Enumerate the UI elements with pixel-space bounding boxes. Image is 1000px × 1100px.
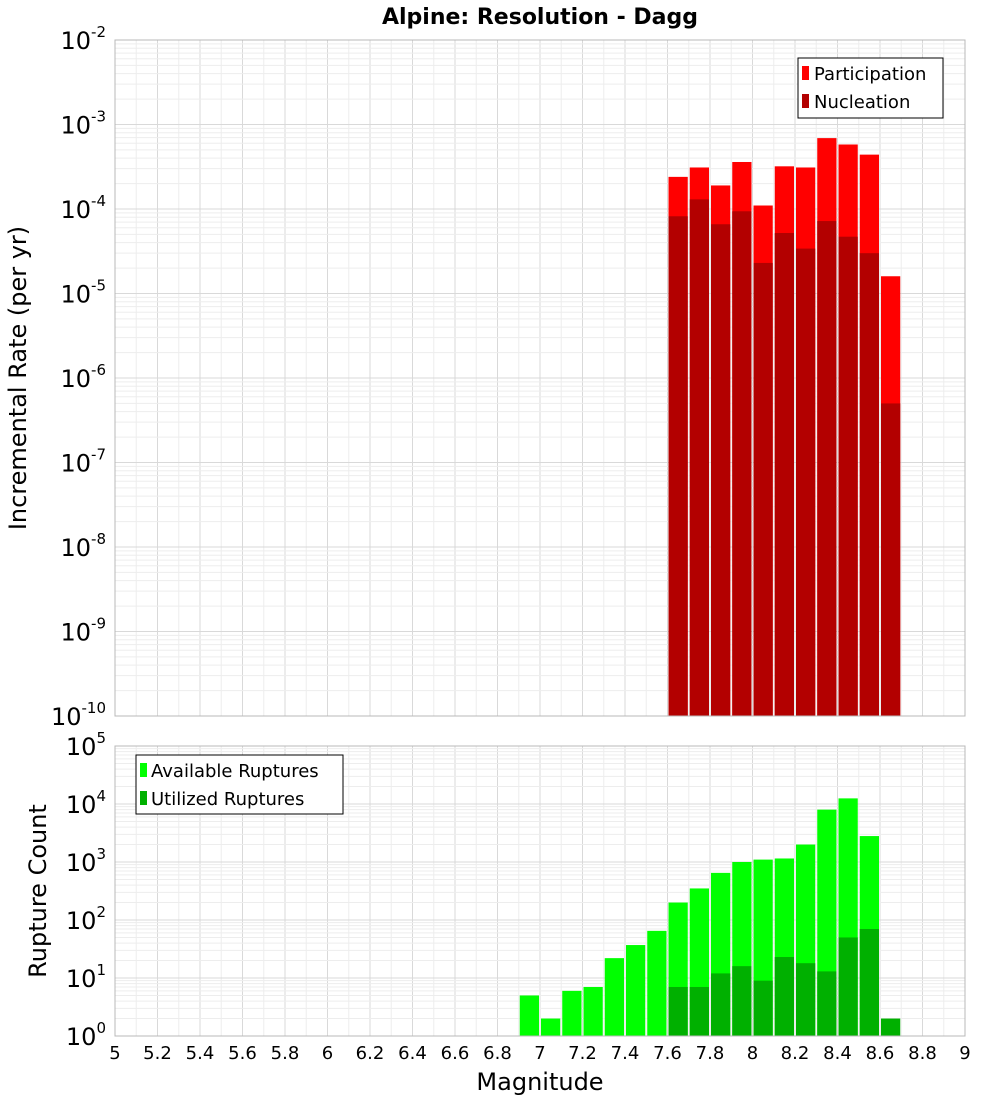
x-tick-label: 5 [109, 1043, 120, 1064]
x-tick-label: 6.6 [441, 1043, 470, 1064]
y-tick-label: 10-8 [60, 530, 106, 562]
x-tick-label: 7.6 [653, 1043, 682, 1064]
y-tick-label: 10-5 [60, 277, 106, 309]
x-tick-label: 5.6 [228, 1043, 257, 1064]
y-tick-label: 100 [66, 1019, 106, 1051]
y-tick-label: 10-2 [60, 23, 106, 55]
top-legend-box [797, 57, 944, 119]
top-y-axis-label: Incremental Rate (per yr) [4, 226, 32, 530]
y-tick-label: 10-9 [60, 615, 106, 647]
y-tick-label: 105 [66, 729, 106, 761]
legend-swatch-nucleation [802, 94, 809, 108]
bar-utilized-ruptures [711, 973, 731, 1036]
legend-label-utilized-ruptures: Utilized Ruptures [151, 789, 304, 810]
y-tick-label: 102 [66, 903, 106, 935]
bar-utilized-ruptures [881, 1018, 901, 1036]
bar-available-ruptures [626, 945, 646, 1036]
bar-utilized-ruptures [817, 971, 837, 1036]
legend-label-available-ruptures: Available Ruptures [151, 761, 319, 782]
y-tick-label: 103 [66, 845, 106, 877]
top-bars [668, 138, 901, 717]
x-tick-label: 6 [322, 1043, 333, 1064]
bar-nucleation [668, 216, 688, 717]
x-tick-label: 7.2 [568, 1043, 597, 1064]
y-tick-label: 10-3 [60, 108, 106, 140]
legend-swatch-available-ruptures [140, 763, 147, 777]
x-axis-label: Magnitude [476, 1068, 603, 1096]
x-tick-label: 5.4 [186, 1043, 215, 1064]
x-tick-label: 7.4 [611, 1043, 640, 1064]
top-y-tick-labels: 10-10 10-9 10-8 10-7 10-6 10-5 10-4 10-3 10-2 [51, 23, 106, 731]
bar-available-ruptures [541, 1018, 561, 1036]
x-tick-label: 9 [959, 1043, 970, 1064]
bar-utilized-ruptures [689, 986, 709, 1036]
bar-nucleation [796, 248, 816, 716]
bar-nucleation [881, 403, 901, 716]
top-grid [114, 40, 966, 717]
top-legend: Participation Nucleation [797, 57, 944, 119]
bar-utilized-ruptures [668, 986, 688, 1036]
bar-available-ruptures [583, 986, 603, 1036]
legend-label-nucleation: Nucleation [814, 92, 910, 113]
x-tick-label: 8.2 [781, 1043, 810, 1064]
x-tick-labels: 5 5.2 5.4 5.6 5.8 6 6.2 6.4 6.6 6.8 7 7.2 7.4 7.6 7.8 8… [109, 1043, 970, 1064]
bar-available-ruptures [562, 990, 582, 1036]
bottom-plot-frame [114, 745, 966, 1037]
bar-nucleation [689, 199, 709, 717]
bar-available-ruptures [647, 930, 667, 1036]
y-tick-label: 10-7 [60, 446, 106, 478]
legend-label-participation: Participation [814, 64, 926, 85]
y-tick-label: 10-10 [51, 699, 106, 731]
x-tick-label: 8.6 [866, 1043, 895, 1064]
bar-nucleation [774, 232, 794, 716]
bottom-y-axis-label: Rupture Count [24, 804, 52, 978]
x-tick-label: 8.8 [908, 1043, 937, 1064]
bar-utilized-ruptures [753, 980, 773, 1036]
bar-available-ruptures [519, 995, 539, 1036]
bottom-y-tick-labels: 100 101 102 103 104 105 [66, 729, 106, 1051]
x-tick-label: 7 [534, 1043, 545, 1064]
bar-utilized-ruptures [796, 963, 816, 1036]
bar-available-ruptures [604, 958, 624, 1036]
y-tick-label: 104 [66, 787, 106, 819]
y-tick-label: 101 [66, 961, 106, 993]
legend-swatch-participation [802, 66, 809, 80]
top-plot-frame [114, 39, 966, 717]
x-tick-label: 6.2 [356, 1043, 385, 1064]
x-tick-label: 8 [747, 1043, 758, 1064]
bar-utilized-ruptures [859, 928, 879, 1036]
x-tick-label: 7.8 [696, 1043, 725, 1064]
bar-utilized-ruptures [774, 957, 794, 1036]
x-tick-label: 8.4 [823, 1043, 852, 1064]
bar-nucleation [817, 221, 837, 716]
bar-nucleation [753, 262, 773, 716]
bottom-legend: Available Ruptures Utilized Ruptures [135, 754, 344, 815]
bar-nucleation [838, 236, 858, 716]
y-tick-label: 10-6 [60, 361, 106, 393]
x-tick-label: 5.8 [271, 1043, 300, 1064]
bar-utilized-ruptures [838, 937, 858, 1036]
bottom-bars [519, 798, 901, 1036]
bar-utilized-ruptures [732, 966, 752, 1036]
x-tick-label: 6.8 [483, 1043, 512, 1064]
legend-swatch-utilized-ruptures [140, 791, 147, 805]
x-tick-label: 6.4 [398, 1043, 427, 1064]
x-tick-label: 5.2 [143, 1043, 172, 1064]
bar-nucleation [711, 224, 731, 716]
chart-title: Alpine: Resolution - Dagg [382, 5, 698, 30]
bottom-legend-box [135, 754, 344, 815]
bar-nucleation [859, 253, 879, 716]
bar-nucleation [732, 211, 752, 716]
y-tick-label: 10-4 [60, 192, 106, 224]
